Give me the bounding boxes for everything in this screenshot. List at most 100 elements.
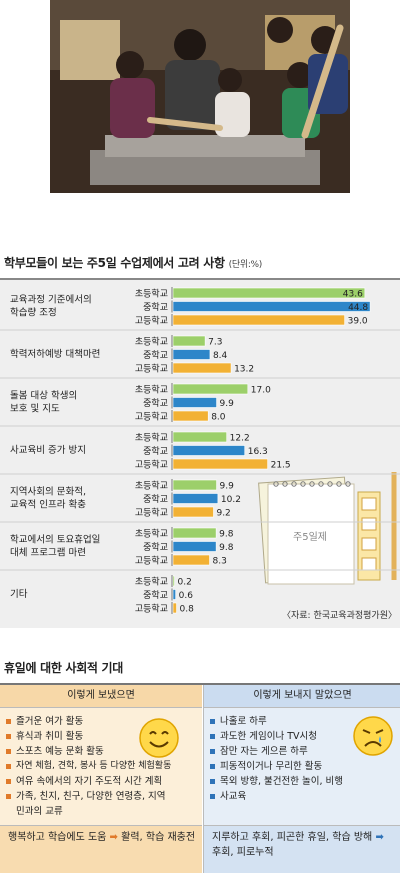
value-label: 9.8 bbox=[219, 543, 234, 553]
value-label: 43.6 bbox=[343, 290, 363, 300]
good-column: 이렇게 보냈으면 즐거운 여가 활동 휴식과 취미 활동 스포츠 예능 문화 활동 자… bbox=[0, 685, 202, 873]
category-label: 교육적 인프라 확충 bbox=[10, 499, 86, 511]
notepad-ring bbox=[291, 481, 297, 487]
series-label: 고등학교 bbox=[135, 508, 168, 519]
series-label: 초등학교 bbox=[135, 577, 168, 588]
value-label: 0.8 bbox=[180, 605, 195, 615]
chart-title: 학부모들이 보는 주5일 수업제에서 고려 사항 (단위:%) bbox=[4, 254, 262, 271]
value-label: 9.9 bbox=[220, 482, 235, 492]
notepad-ring bbox=[309, 481, 315, 487]
bad-list: 나홀로 하루 과도한 게임이나 TV시청 잠만 자는 게으른 하루 피동적이거나 무리… bbox=[204, 708, 400, 804]
bar bbox=[172, 383, 249, 395]
bar bbox=[172, 410, 209, 422]
value-label: 7.3 bbox=[208, 338, 222, 348]
arrow-right-icon: ➡ bbox=[375, 832, 384, 843]
series-label: 중학교 bbox=[143, 398, 168, 409]
good-item: 여유 속에서의 자기 주도적 시간 계획 bbox=[6, 774, 202, 789]
notepad-ring bbox=[282, 481, 288, 487]
category-label: 대체 프로그램 마련 bbox=[10, 547, 86, 559]
bad-item: 사교육 bbox=[210, 789, 400, 804]
good-item: 휴식과 취미 활동 bbox=[6, 729, 202, 744]
good-heading: 이렇게 보냈으면 bbox=[0, 685, 202, 708]
value-label: 39.0 bbox=[348, 317, 368, 327]
crying-face-icon bbox=[353, 716, 393, 756]
bar bbox=[172, 314, 345, 326]
good-item: 자연 체험, 견학, 봉사 등 다양한 체험활동 bbox=[6, 759, 202, 774]
notepad-ring bbox=[327, 481, 333, 487]
value-label: 8.4 bbox=[213, 351, 228, 361]
value-label: 10.2 bbox=[221, 495, 241, 505]
series-label: 중학교 bbox=[143, 446, 168, 457]
series-label: 고등학교 bbox=[135, 364, 168, 375]
series-label: 초등학교 bbox=[135, 433, 168, 444]
bar bbox=[172, 335, 206, 347]
series-label: 고등학교 bbox=[135, 604, 168, 615]
bar bbox=[172, 431, 227, 443]
series-label: 초등학교 bbox=[135, 289, 168, 300]
series-label: 초등학교 bbox=[135, 337, 168, 348]
bar bbox=[172, 397, 217, 408]
calendar-cell bbox=[361, 497, 377, 511]
bar bbox=[172, 301, 371, 312]
series-label: 고등학교 bbox=[135, 460, 168, 471]
bad-item: 목외 방향, 불건전한 놀이, 비행 bbox=[210, 774, 400, 789]
bar bbox=[172, 445, 246, 456]
value-label: 0.2 bbox=[178, 578, 192, 588]
good-summary: 행복하고 학습에도 도움 ➡ 활력, 학습 재충전 bbox=[0, 825, 202, 873]
bad-item: 나홀로 하루 bbox=[210, 714, 400, 729]
series-label: 고등학교 bbox=[135, 556, 168, 567]
bad-column: 이렇게 보내지 말았으면 나홀로 하루 과도한 게임이나 TV시청 잠만 자는 게으… bbox=[203, 685, 400, 873]
value-label: 8.3 bbox=[213, 557, 227, 567]
bar bbox=[172, 589, 176, 600]
series-label: 중학교 bbox=[143, 590, 168, 601]
good-item: 즐거운 여가 활동 bbox=[6, 714, 202, 729]
arrow-right-icon: ➡ bbox=[109, 832, 118, 843]
notepad-ring bbox=[273, 481, 279, 487]
notepad-page bbox=[267, 483, 355, 585]
bar bbox=[172, 493, 219, 504]
bad-item: 과도한 게임이나 TV시청 bbox=[210, 729, 400, 744]
bar bbox=[172, 541, 217, 552]
notepad-ring bbox=[300, 481, 306, 487]
notepad-ring bbox=[336, 481, 342, 487]
series-label: 고등학교 bbox=[135, 412, 168, 423]
good-item: 가족, 친지, 친구, 다양한 연령층, 지역민과의 교류 bbox=[6, 789, 166, 819]
value-label: 17.0 bbox=[251, 386, 271, 396]
value-label: 44.8 bbox=[348, 303, 368, 313]
expectations-title: 휴일에 대한 사회적 기대 bbox=[4, 661, 124, 675]
category-label: 학력저하예방 대책마련 bbox=[10, 348, 100, 360]
bad-summary: 지루하고 후회, 피곤한 휴일, 학습 방해 ➡ 후회, 피로누적 bbox=[204, 825, 400, 873]
bar-chart: 주5일제 교육과정 기준에서의 학습량 조정 초등학교 43.6 중학교 44.8 고등학교 3… bbox=[0, 278, 400, 628]
category-label: 기타 bbox=[10, 589, 28, 600]
category-label: 교육과정 기준에서의 bbox=[10, 295, 92, 306]
notepad-ring bbox=[318, 481, 324, 487]
bar bbox=[172, 527, 217, 539]
series-label: 초등학교 bbox=[135, 481, 168, 492]
calendar-cell bbox=[361, 517, 377, 531]
notepad-label: 주5일제 bbox=[293, 531, 327, 543]
calendar-cell bbox=[361, 537, 377, 551]
category-label: 사교육비 증가 방지 bbox=[10, 445, 86, 456]
bar bbox=[172, 349, 211, 360]
good-summary-after: 활력, 학습 재충전 bbox=[121, 832, 196, 843]
value-label: 16.3 bbox=[248, 447, 268, 457]
category-label: 돌봄 대상 학생의 bbox=[10, 391, 77, 402]
bar bbox=[172, 575, 175, 587]
value-label: 8.0 bbox=[211, 413, 226, 423]
series-label: 중학교 bbox=[143, 302, 168, 313]
bar bbox=[172, 554, 210, 566]
chart-title-text: 학부모들이 보는 주5일 수업제에서 고려 사항 bbox=[4, 256, 225, 270]
bar bbox=[172, 479, 217, 491]
value-label: 13.2 bbox=[234, 365, 254, 375]
bar bbox=[172, 362, 232, 374]
bad-item: 잠만 자는 게으른 하루 bbox=[210, 744, 400, 759]
family-photo bbox=[50, 0, 350, 193]
bar bbox=[172, 458, 268, 470]
bar bbox=[172, 506, 214, 518]
series-label: 초등학교 bbox=[135, 529, 168, 540]
category-label: 학습량 조정 bbox=[10, 307, 57, 319]
bad-summary-after: 후회, 피로누적 bbox=[212, 847, 274, 858]
value-label: 0.6 bbox=[179, 591, 194, 601]
good-summary-before: 행복하고 학습에도 도움 bbox=[8, 832, 107, 843]
